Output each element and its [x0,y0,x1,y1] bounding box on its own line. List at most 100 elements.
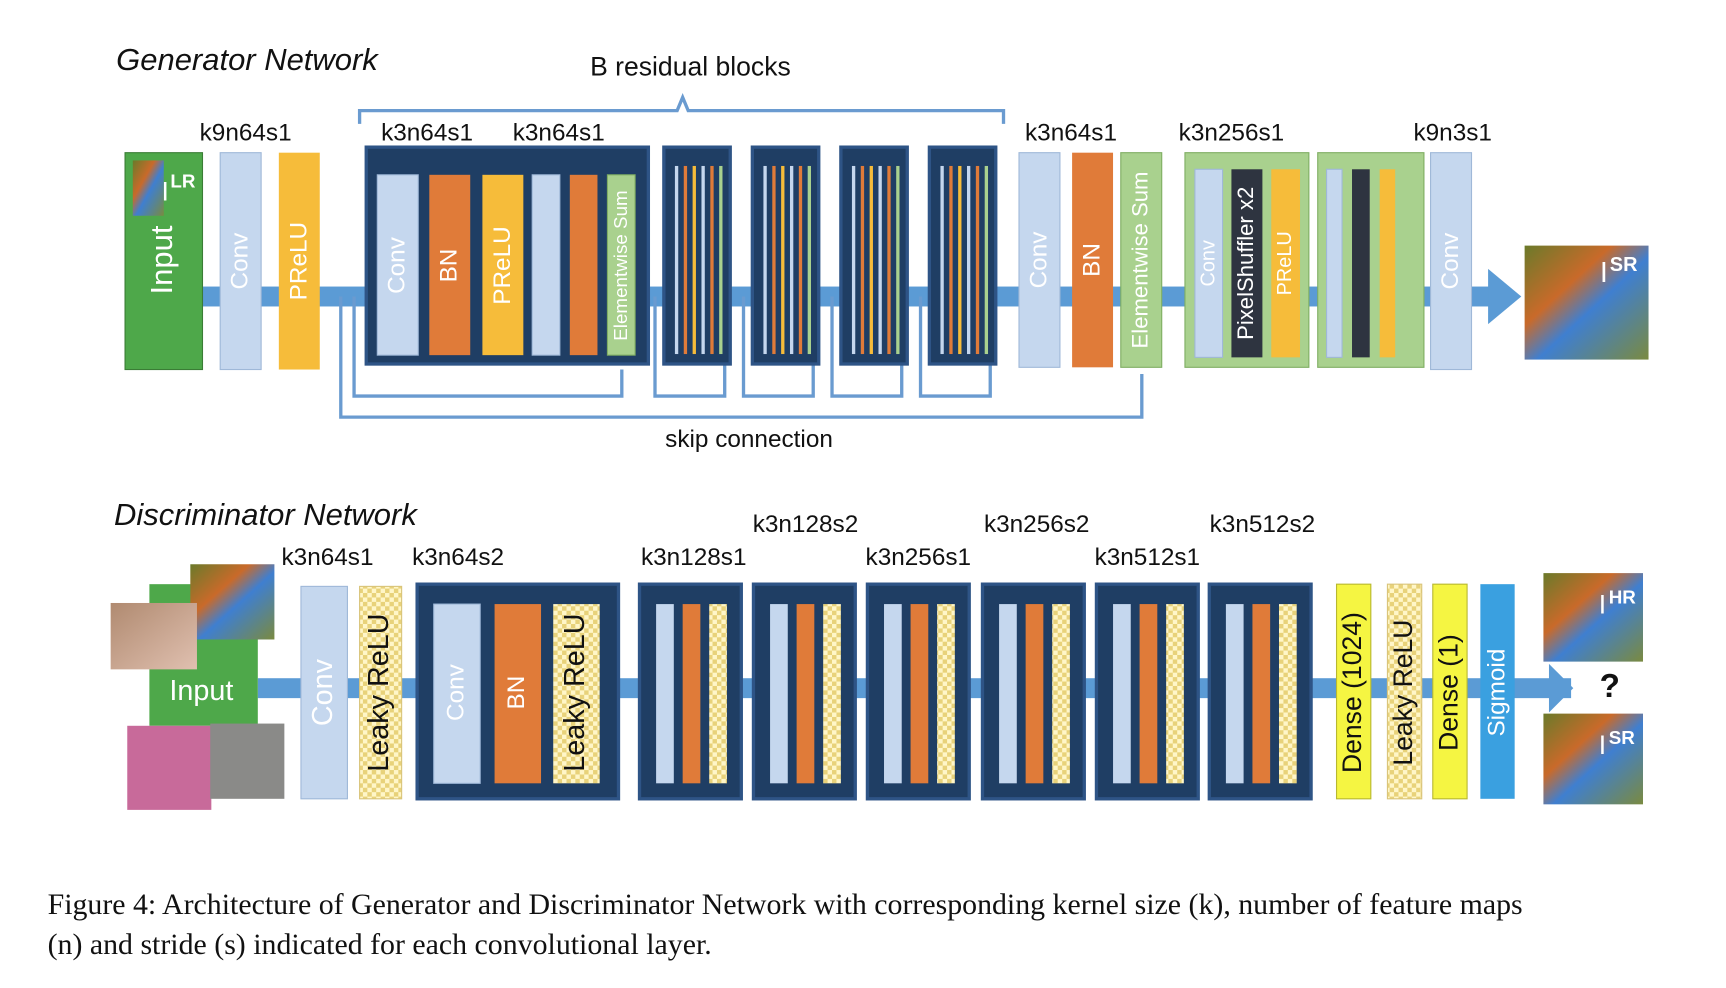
layer-line [860,165,865,355]
layer-text: Conv [1025,231,1052,289]
prelu-layer [482,174,524,356]
brace [357,93,1006,124]
layer-line [674,165,679,355]
layer-line [789,165,794,355]
bn-layer [1252,604,1271,784]
sr-symbol: I [1599,730,1606,760]
layer-line [878,165,882,355]
layer-label: k3n128s2 [753,511,859,538]
input-image [210,723,285,799]
leaky-relu-layer [1279,604,1297,784]
conv-layer [531,174,561,356]
conv-layer [884,604,902,784]
skip-connection [339,296,1144,419]
layer-line [967,165,971,355]
layer-line [851,165,856,355]
layer-line [772,165,776,355]
layer-text: PReLU [489,226,516,304]
bn-layer [429,174,471,356]
layer-text: Leaky ReLU [363,613,395,771]
sr-image [1524,245,1649,360]
conv-layer [1225,604,1244,784]
layer-text: Leaky ReLU [559,613,591,771]
leaky-relu-layer [1386,583,1423,800]
bn-layer [910,604,929,784]
conv-layer [376,174,419,356]
group-label: B residual blocks [590,52,791,82]
layer-line [896,165,900,355]
layer-line [975,165,980,355]
leaky-relu-layer [359,585,403,800]
layer-line [949,165,953,355]
layer-text: Elementwise Sum [610,190,631,340]
input-label: Input [169,675,233,707]
layer-label: k9n3s1 [1413,119,1491,146]
input-image [127,725,212,810]
conv-layer [219,152,262,371]
layer-label: k3n256s1 [1179,119,1285,146]
conv-layer [999,604,1017,784]
layer-text: Elementwise Sum [1128,172,1153,349]
conv-layer [300,585,348,800]
sum-layer [606,174,636,356]
skip-label: skip connection [665,426,833,453]
layer-text: PixelShuffler x2 [1233,187,1258,340]
conv-layer [770,604,788,784]
discriminator-title: Discriminator Network [114,497,418,532]
layer-line [869,165,873,355]
hr-sub: HR [1609,587,1637,608]
conv-layer [1113,604,1131,784]
arrow-head [1488,268,1522,325]
layer-line [710,165,714,355]
input-image [190,564,275,640]
sigmoid-layer [1480,584,1515,799]
layer-line [887,165,891,355]
layer-text: Conv [442,663,469,721]
conv-layer [656,604,674,784]
layer-label: k3n64s1 [1025,119,1117,146]
layer-line [984,165,989,355]
leaky-relu-layer [1052,604,1070,784]
lr-image [132,160,164,216]
bn-layer [1072,152,1114,368]
layer-text: BN [1079,243,1106,277]
layer-line [940,165,944,355]
prelu-layer [1271,169,1301,358]
leaky-relu-layer [1166,604,1184,784]
layer-text: Conv [384,236,411,294]
layer-text: Conv [227,232,254,290]
arrow-head [1548,663,1574,713]
bn-layer [1139,604,1158,784]
layer-line [701,165,705,355]
skip-loop [741,296,815,398]
input-image [110,602,197,670]
layer-line [692,165,696,355]
bn-layer [796,604,815,784]
layer-label: k3n64s1 [381,119,473,146]
leaky-relu-layer [709,604,727,784]
bn-layer [682,604,701,784]
layer-text: Leaky ReLU [1388,620,1418,766]
sr-image [1543,713,1643,805]
layer-line [719,165,723,355]
sr-symbol: I [1600,257,1608,289]
conv-layer [433,603,481,784]
layer-line [763,165,767,355]
pixelshuffler-layer [1352,169,1370,358]
sr-sub: SR [1610,254,1638,276]
layer-line [683,165,688,355]
layer-text: PReLU [285,222,312,300]
skip-loop [830,296,904,398]
layer-label: k3n256s1 [866,544,972,571]
skip-loop [653,296,727,398]
skip-loop [352,296,624,398]
layer-line [798,165,803,355]
skip-loop [918,296,992,398]
bn-layer [494,604,542,784]
layer-label: k3n64s2 [412,544,504,571]
conv-layer [1430,152,1473,371]
layer-text: Sigmoid [1483,649,1510,737]
caption-line: Figure 4: Architecture of Generator and … [48,888,1523,921]
